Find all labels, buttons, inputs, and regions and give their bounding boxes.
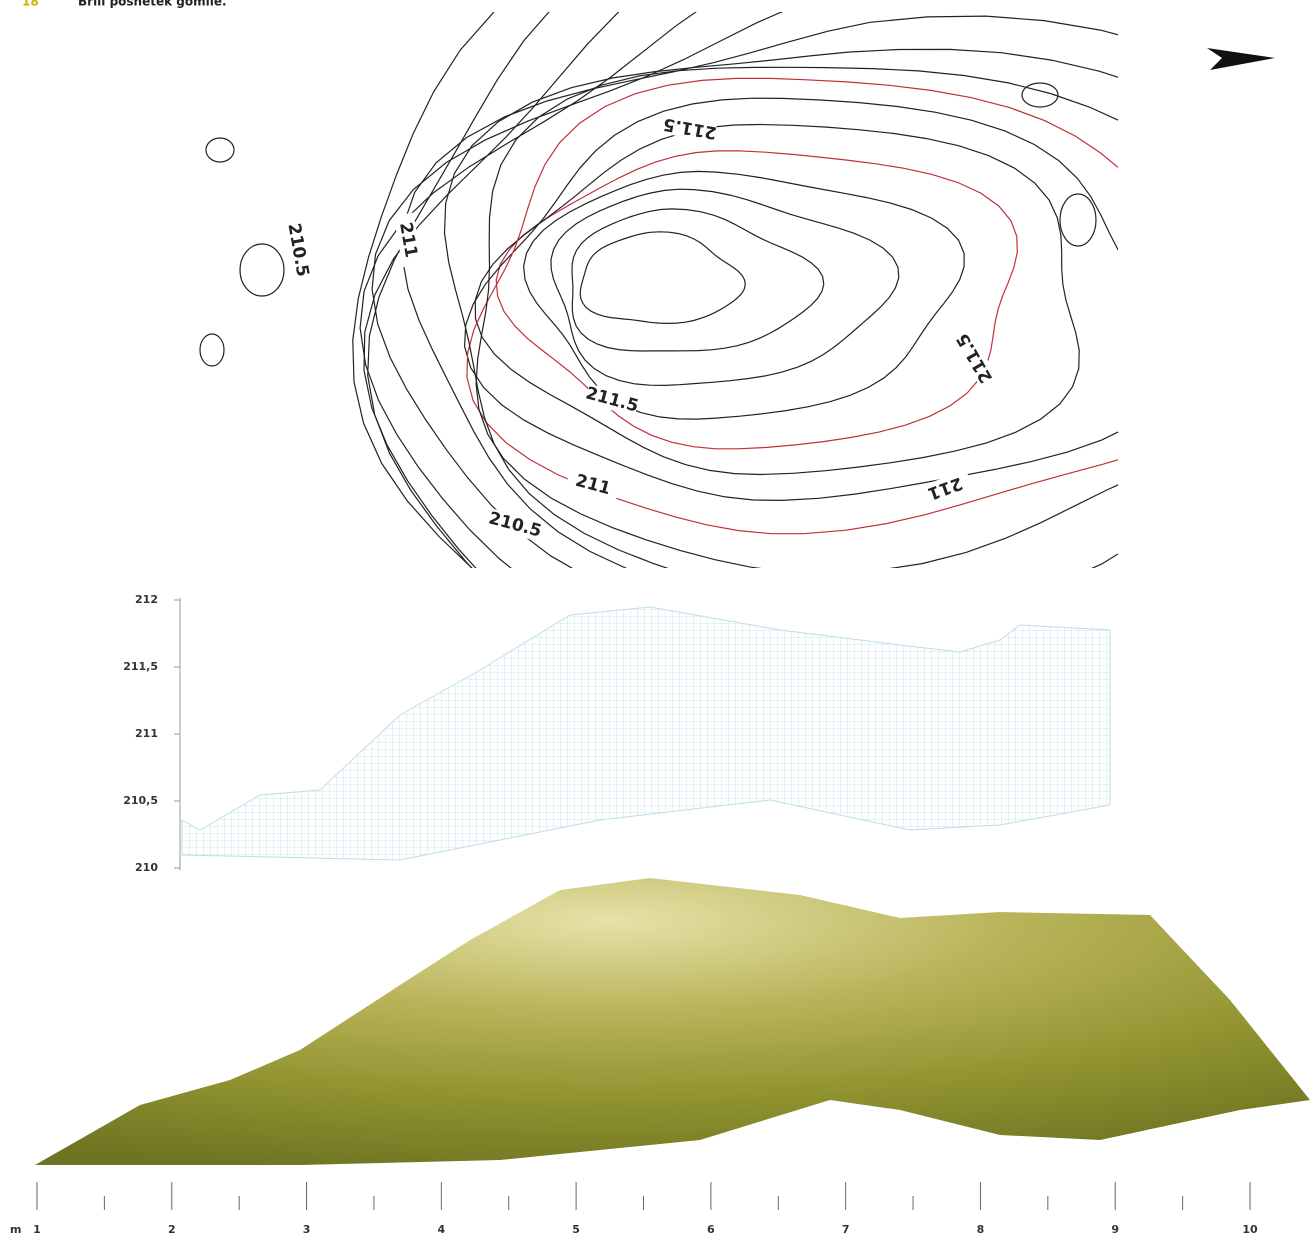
contour-line [475, 66, 1118, 568]
contour-line [367, 12, 550, 568]
contour-line [463, 97, 1118, 502]
contour-line [550, 188, 900, 387]
contour-lines [199, 12, 1118, 568]
contour-line [359, 12, 697, 568]
contour-line [199, 333, 225, 367]
contour-line [1021, 82, 1059, 108]
profile-mesh [181, 606, 1111, 861]
contour-line [352, 12, 495, 568]
contour-label: 211 [395, 221, 421, 259]
contour-label: 211.5 [662, 113, 718, 142]
contour-label: 211.5 [583, 383, 640, 416]
contour-line [443, 48, 1118, 568]
contour-line [371, 12, 783, 568]
contour-line [1059, 193, 1097, 247]
contour-line [239, 243, 285, 297]
contour-line [401, 15, 1118, 568]
label-backdrop [393, 212, 423, 268]
label-backdrop [565, 468, 621, 502]
contour-line [466, 77, 1118, 535]
scale-label: 4 [438, 1223, 446, 1236]
contour-label: 211.5 [953, 330, 997, 387]
scale-label: 9 [1111, 1223, 1119, 1236]
y-tick-label: 210 [135, 861, 158, 874]
contour-line [522, 170, 965, 420]
label-backdrop [283, 222, 313, 278]
y-tick-label: 211,5 [123, 660, 158, 673]
scale-label: 5 [572, 1223, 580, 1236]
label-backdrop [487, 508, 543, 542]
scale-label: 1 [33, 1223, 41, 1236]
scale-label: 10 [1242, 1223, 1258, 1236]
terrain-3d [35, 878, 1310, 1165]
contour-line [495, 150, 1018, 450]
contour-line [205, 137, 235, 163]
scale-label: 7 [842, 1223, 850, 1236]
contour-label: 211 [925, 473, 965, 504]
y-tick-label: 210,5 [123, 794, 158, 807]
north-arrow [1207, 48, 1275, 70]
contour-line [571, 208, 825, 352]
scale-label: 8 [977, 1223, 985, 1236]
scale-unit: m [10, 1223, 21, 1236]
figure-number: 18 [22, 0, 39, 9]
y-tick-label: 212 [135, 593, 158, 606]
contour-label: 210.5 [283, 222, 312, 278]
scale-label: 6 [707, 1223, 715, 1236]
y-tick-label: 211 [135, 727, 158, 740]
contour-line [363, 12, 620, 568]
label-backdrop [662, 113, 718, 143]
contour-line [474, 123, 1080, 476]
scale-label: 3 [303, 1223, 311, 1236]
contour-line [579, 231, 746, 325]
figure-title: Brill posnetek gomile. [78, 0, 227, 9]
contour-label: 211 [573, 471, 612, 500]
scale-label: 2 [168, 1223, 176, 1236]
label-backdrop [917, 469, 973, 507]
label-backdrop [584, 383, 640, 417]
label-backdrop [953, 330, 997, 386]
